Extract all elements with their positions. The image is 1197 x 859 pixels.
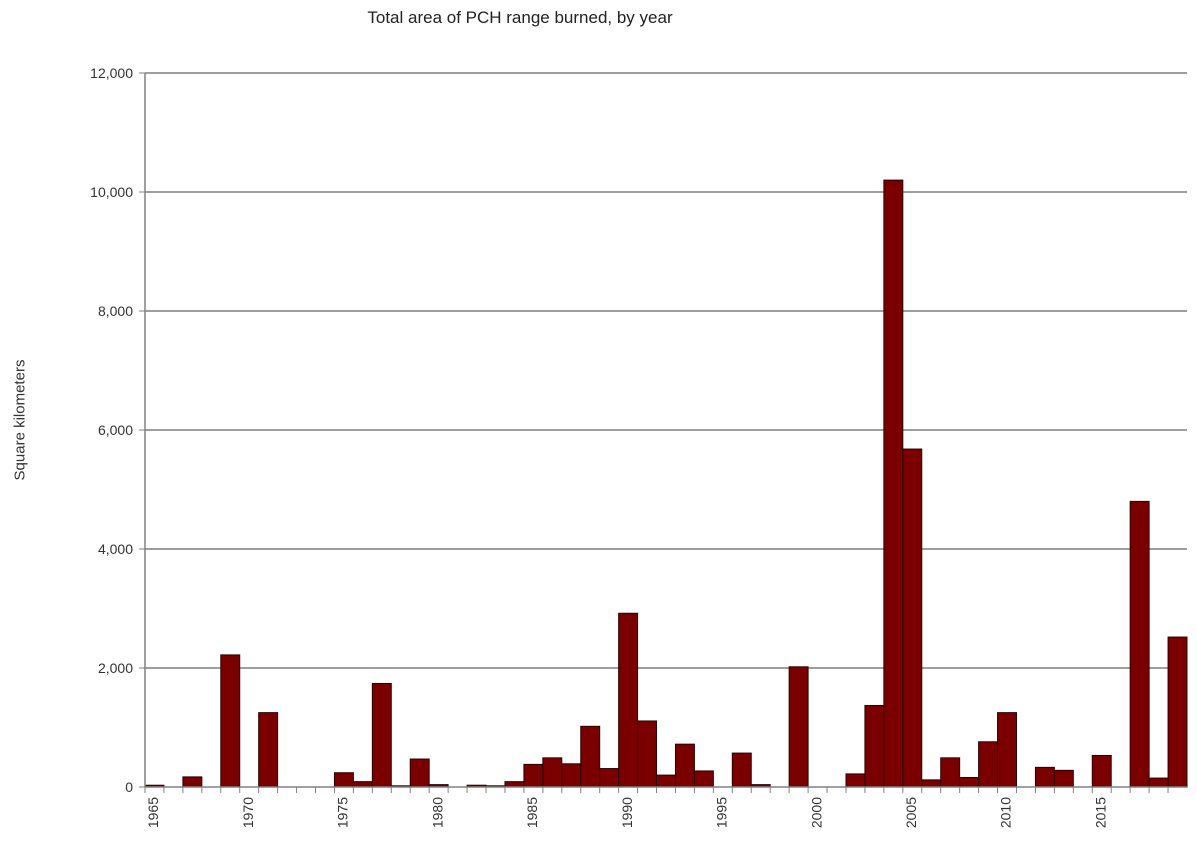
bar-1992 [656, 774, 676, 788]
x-tick-label: 1970 [240, 797, 256, 828]
bar-2017 [1129, 500, 1150, 788]
bar-2019 [1167, 636, 1188, 788]
bar-1991 [637, 720, 658, 788]
bar-2013 [1053, 769, 1074, 788]
bar-1985 [523, 763, 544, 788]
y-tick-labels: 0 2,000 4,000 6,000 8,000 10,000 12,000 [90, 65, 145, 795]
bar-2006 [921, 779, 942, 788]
y-tick-label: 0 [125, 779, 133, 795]
gridlines [145, 72, 1187, 669]
x-tick-label: 1965 [145, 797, 161, 828]
y-tick-label: 10,000 [90, 184, 133, 200]
bar-1971 [258, 712, 279, 788]
bar-1977 [371, 682, 392, 788]
bar-2012 [1034, 766, 1055, 788]
bar-1986 [542, 757, 563, 788]
bar-2015 [1091, 754, 1112, 788]
bar-1984 [504, 781, 525, 788]
bar-1976 [352, 781, 373, 788]
bar-2009 [978, 741, 999, 788]
x-tick-label: 2005 [903, 797, 919, 828]
bar-1967 [182, 776, 203, 788]
bar-1994 [693, 770, 714, 788]
bar-1990 [618, 612, 639, 788]
x-tick-label: 1985 [524, 797, 540, 828]
y-tick-label: 4,000 [98, 541, 133, 557]
bar-2002 [845, 773, 866, 788]
y-tick-label: 8,000 [98, 303, 133, 319]
bar-1969 [220, 654, 241, 788]
bars [144, 179, 1188, 788]
bar-1979 [409, 758, 430, 788]
bar-2003 [864, 704, 885, 788]
bar-1988 [580, 725, 601, 788]
x-tick-label: 1975 [335, 797, 351, 828]
bar-2018 [1148, 777, 1169, 788]
chart-title: Total area of PCH range burned, by year [367, 8, 673, 27]
bar-2005 [902, 448, 923, 788]
y-tick-label: 6,000 [98, 422, 133, 438]
x-tick-label: 1980 [429, 797, 445, 828]
bar-2008 [959, 776, 980, 788]
bar-1975 [333, 772, 354, 788]
x-tick-label: 2000 [808, 797, 824, 828]
bar-2007 [940, 757, 961, 788]
y-tick-label: 12,000 [90, 65, 133, 81]
x-tick-labels: 1965 1970 1975 1980 1985 1990 1995 2000 2005 2010… [144, 787, 1169, 828]
x-tick-label: 2015 [1092, 797, 1108, 828]
bar-1996 [731, 752, 752, 788]
bar-2004 [883, 179, 904, 788]
bar-1999 [788, 666, 809, 788]
x-tick-label: 1995 [714, 797, 730, 828]
y-tick-label: 2,000 [98, 660, 133, 676]
bar-2010 [997, 712, 1017, 788]
x-tick-label: 2010 [998, 797, 1014, 828]
bar-1987 [561, 763, 582, 788]
bar-1989 [599, 768, 620, 788]
bar-1993 [674, 743, 695, 788]
x-tick-label: 1990 [619, 797, 635, 828]
